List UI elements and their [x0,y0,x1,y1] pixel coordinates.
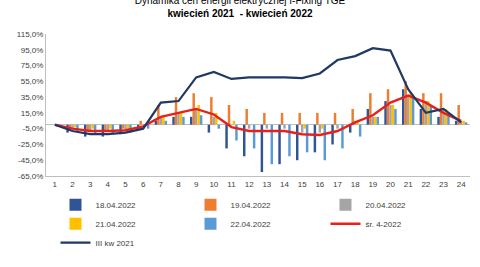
svg-text:14: 14 [280,180,289,189]
svg-text:7: 7 [159,180,164,189]
svg-text:20: 20 [386,180,395,189]
svg-text:Dynamika cen energii elektrycz: Dynamika cen energii elektrycznej I-Fixi… [135,0,346,19]
svg-text:19.04.2022: 19.04.2022 [231,201,272,210]
svg-text:-65,0%: -65,0% [18,172,43,181]
svg-text:2: 2 [70,180,75,189]
svg-text:4: 4 [106,180,111,189]
svg-text:15,0%: 15,0% [21,109,44,118]
svg-text:13: 13 [262,180,271,189]
svg-text:-25,0%: -25,0% [18,140,43,149]
svg-text:18.04.2022: 18.04.2022 [96,201,137,210]
svg-text:95,0%: 95,0% [21,46,44,55]
svg-text:17: 17 [333,180,342,189]
svg-text:18: 18 [351,180,360,189]
svg-text:III kw 2021: III kw 2021 [96,239,135,248]
svg-text:15: 15 [298,180,307,189]
svg-text:11: 11 [227,180,236,189]
svg-text:22: 22 [421,180,430,189]
svg-text:-5,0%: -5,0% [22,124,43,133]
svg-text:16: 16 [315,180,324,189]
svg-text:55,0%: 55,0% [21,77,44,86]
svg-text:1: 1 [53,180,58,189]
svg-text:75,0%: 75,0% [21,61,44,70]
svg-text:śr. 4-2022: śr. 4-2022 [366,220,402,229]
svg-text:115,0%: 115,0% [17,30,44,39]
svg-text:35,0%: 35,0% [21,93,44,102]
svg-text:23: 23 [439,180,448,189]
svg-text:21: 21 [404,180,413,189]
svg-text:5: 5 [123,180,128,189]
svg-text:20.04.2022: 20.04.2022 [366,201,407,210]
svg-text:-45,0%: -45,0% [18,156,43,165]
svg-text:3: 3 [88,180,93,189]
svg-text:8: 8 [176,180,181,189]
svg-text:6: 6 [141,180,146,189]
svg-text:21.04.2022: 21.04.2022 [96,220,137,229]
svg-text:9: 9 [194,180,199,189]
svg-text:22.04.2022: 22.04.2022 [231,220,272,229]
svg-text:12: 12 [245,180,254,189]
svg-text:10: 10 [209,180,218,189]
svg-text:24: 24 [457,180,466,189]
svg-text:19: 19 [368,180,377,189]
